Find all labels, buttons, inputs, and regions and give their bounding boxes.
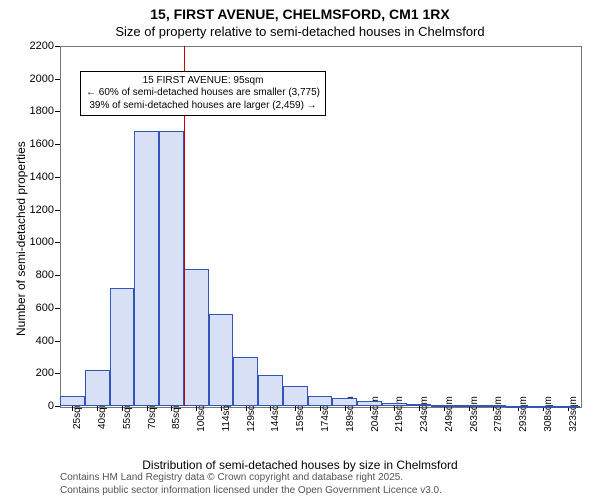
- histogram-bar: [407, 404, 432, 406]
- y-tick-label: 1200: [20, 204, 54, 216]
- x-tick-label: 263sqm: [469, 396, 480, 432]
- y-tick-label: 200: [20, 367, 54, 379]
- annotation-box: 15 FIRST AVENUE: 95sqm← 60% of semi-deta…: [80, 71, 326, 117]
- y-tick-label: 800: [20, 269, 54, 281]
- annotation-line-2: ← 60% of semi-detached houses are smalle…: [86, 87, 320, 100]
- annotation-line-1: 15 FIRST AVENUE: 95sqm: [86, 75, 320, 88]
- chart-container: 15, FIRST AVENUE, CHELMSFORD, CM1 1RX Si…: [0, 0, 600, 500]
- histogram-bar: [184, 269, 209, 406]
- annotation-line-3: 39% of semi-detached houses are larger (…: [86, 100, 320, 113]
- histogram-bar: [481, 405, 506, 407]
- x-tick-label: 293sqm: [518, 396, 529, 432]
- histogram-bar: [332, 398, 357, 406]
- histogram-bar: [209, 314, 234, 406]
- chart-title: 15, FIRST AVENUE, CHELMSFORD, CM1 1RX: [0, 6, 600, 22]
- histogram-bar: [555, 406, 580, 408]
- footer-line-2: Contains public sector information licen…: [60, 485, 442, 496]
- y-tick-label: 2000: [20, 73, 54, 85]
- y-tick: [55, 242, 60, 243]
- x-tick-label: 234sqm: [419, 396, 430, 432]
- footer-line-1: Contains HM Land Registry data © Crown c…: [60, 472, 403, 483]
- y-tick-label: 600: [20, 302, 54, 314]
- x-tick-label: 278sqm: [493, 396, 504, 432]
- histogram-bar: [382, 403, 407, 406]
- y-tick: [55, 46, 60, 47]
- histogram-bar: [308, 396, 333, 406]
- x-axis-label: Distribution of semi-detached houses by …: [0, 458, 600, 472]
- x-tick-label: 219sqm: [394, 396, 405, 432]
- y-tick-label: 1000: [20, 236, 54, 248]
- y-tick-label: 1600: [20, 138, 54, 150]
- histogram-bar: [530, 406, 555, 408]
- y-tick: [55, 79, 60, 80]
- histogram-bar: [258, 375, 283, 406]
- histogram-bar: [110, 288, 135, 406]
- histogram-bar: [456, 405, 481, 407]
- x-tick-label: 323sqm: [568, 396, 579, 432]
- y-tick-label: 2200: [20, 40, 54, 52]
- x-tick-label: 249sqm: [444, 396, 455, 432]
- histogram-bar: [283, 386, 308, 406]
- histogram-bar: [233, 357, 258, 406]
- chart-subtitle: Size of property relative to semi-detach…: [0, 24, 600, 39]
- y-tick: [55, 406, 60, 407]
- y-tick: [55, 111, 60, 112]
- y-tick-label: 1400: [20, 171, 54, 183]
- y-tick: [55, 177, 60, 178]
- y-tick: [55, 373, 60, 374]
- y-tick: [55, 275, 60, 276]
- histogram-bar: [60, 396, 85, 406]
- histogram-bar: [431, 405, 456, 407]
- y-tick: [55, 341, 60, 342]
- y-tick-label: 0: [20, 400, 54, 412]
- histogram-bar: [506, 406, 531, 408]
- y-tick: [55, 308, 60, 309]
- histogram-bar: [134, 131, 159, 406]
- y-tick: [55, 210, 60, 211]
- histogram-bar: [357, 401, 382, 406]
- histogram-bar: [159, 131, 184, 406]
- histogram-bar: [85, 370, 110, 406]
- x-tick-label: 308sqm: [543, 396, 554, 432]
- y-tick-label: 1800: [20, 105, 54, 117]
- y-tick-label: 400: [20, 335, 54, 347]
- y-tick: [55, 144, 60, 145]
